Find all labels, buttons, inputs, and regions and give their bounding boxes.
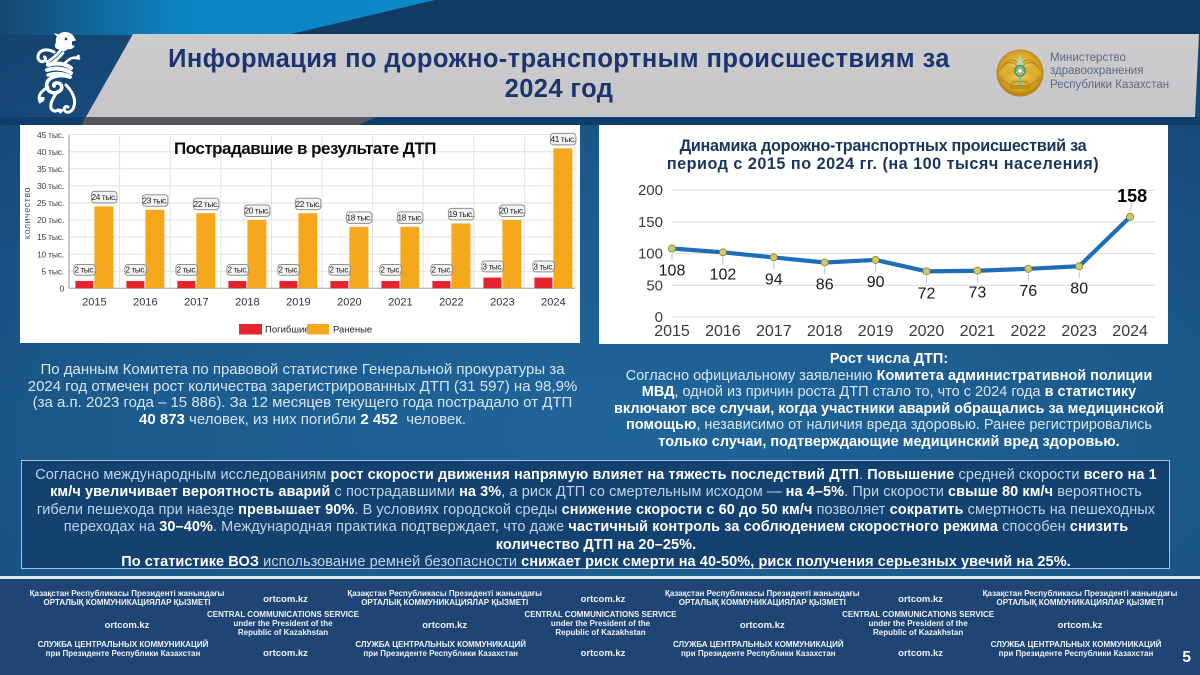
svg-text:0: 0 bbox=[59, 283, 64, 293]
svg-text:2 тыс.: 2 тыс. bbox=[227, 266, 248, 275]
svg-text:10 тыс.: 10 тыс. bbox=[37, 249, 64, 259]
svg-text:2015: 2015 bbox=[82, 297, 106, 309]
svg-text:41 тыс.: 41 тыс. bbox=[550, 134, 575, 144]
svg-text:30 тыс.: 30 тыс. bbox=[37, 181, 64, 191]
svg-text:73: 73 bbox=[969, 285, 987, 302]
svg-text:45 тыс.: 45 тыс. bbox=[37, 130, 64, 140]
svg-text:2021: 2021 bbox=[388, 297, 412, 309]
svg-text:2018: 2018 bbox=[235, 297, 259, 309]
svg-text:5 тыс.: 5 тыс. bbox=[41, 266, 64, 276]
svg-text:2 тыс.: 2 тыс. bbox=[431, 266, 452, 275]
svg-text:150: 150 bbox=[638, 214, 663, 231]
svg-text:2 тыс.: 2 тыс. bbox=[380, 266, 401, 275]
svg-text:2021: 2021 bbox=[960, 323, 996, 340]
svg-text:2016: 2016 bbox=[705, 323, 741, 340]
svg-text:2023: 2023 bbox=[490, 297, 514, 309]
svg-text:76: 76 bbox=[1019, 283, 1037, 300]
svg-text:2022: 2022 bbox=[1011, 323, 1047, 340]
svg-text:72: 72 bbox=[918, 285, 936, 302]
svg-text:0: 0 bbox=[655, 309, 663, 326]
svg-text:2017: 2017 bbox=[756, 323, 792, 340]
svg-text:80: 80 bbox=[1070, 280, 1088, 297]
svg-text:35 тыс.: 35 тыс. bbox=[37, 164, 64, 174]
svg-text:2018: 2018 bbox=[807, 323, 843, 340]
svg-text:Погибшие: Погибшие bbox=[265, 325, 310, 336]
svg-text:3 тыс.: 3 тыс. bbox=[482, 262, 503, 271]
svg-text:22 тыс.: 22 тыс. bbox=[295, 199, 320, 209]
svg-text:2019: 2019 bbox=[286, 297, 310, 309]
svg-text:Динамика дорожно-транспортных: Динамика дорожно-транспортных происшеств… bbox=[680, 137, 1088, 155]
svg-text:2 тыс.: 2 тыс. bbox=[329, 266, 350, 275]
svg-text:23 тыс.: 23 тыс. bbox=[142, 195, 167, 205]
svg-text:90: 90 bbox=[867, 274, 885, 291]
svg-text:15 тыс.: 15 тыс. bbox=[37, 232, 64, 242]
svg-text:20 тыс.: 20 тыс. bbox=[37, 215, 64, 225]
svg-text:2024: 2024 bbox=[541, 297, 565, 309]
svg-text:2019: 2019 bbox=[858, 323, 894, 340]
svg-text:2023: 2023 bbox=[1061, 323, 1097, 340]
svg-text:20 тыс.: 20 тыс. bbox=[244, 206, 269, 216]
svg-text:2022: 2022 bbox=[439, 297, 463, 309]
svg-text:94: 94 bbox=[765, 271, 783, 288]
svg-text:2 тыс.: 2 тыс. bbox=[125, 266, 146, 275]
svg-text:158: 158 bbox=[1117, 186, 1147, 206]
svg-text:2016: 2016 bbox=[133, 297, 157, 309]
svg-text:2017: 2017 bbox=[184, 297, 208, 309]
svg-text:2020: 2020 bbox=[909, 323, 945, 340]
svg-text:количество: количество bbox=[22, 187, 32, 239]
svg-text:200: 200 bbox=[638, 182, 663, 199]
svg-text:22 тыс.: 22 тыс. bbox=[193, 199, 218, 209]
svg-text:40 тыс.: 40 тыс. bbox=[37, 147, 64, 157]
svg-text:период с 2015 по 2024 гг. (на: период с 2015 по 2024 гг. (на 100 тысяч … bbox=[667, 155, 1099, 173]
svg-text:3 тыс.: 3 тыс. bbox=[533, 262, 554, 271]
svg-text:19 тыс.: 19 тыс. bbox=[448, 209, 473, 219]
svg-text:18 тыс.: 18 тыс. bbox=[397, 212, 422, 222]
svg-text:50: 50 bbox=[646, 277, 663, 294]
svg-text:2015: 2015 bbox=[654, 323, 690, 340]
svg-text:25 тыс.: 25 тыс. bbox=[37, 198, 64, 208]
svg-text:86: 86 bbox=[816, 276, 834, 293]
svg-text:2 тыс.: 2 тыс. bbox=[176, 266, 197, 275]
svg-text:2024: 2024 bbox=[1112, 323, 1148, 340]
svg-text:Пострадавшие в результате ДТП: Пострадавшие в результате ДТП bbox=[174, 139, 436, 158]
svg-text:24 тыс.: 24 тыс. bbox=[91, 192, 116, 202]
svg-text:2 тыс.: 2 тыс. bbox=[74, 266, 95, 275]
svg-text:20 тыс.: 20 тыс. bbox=[499, 206, 524, 216]
svg-text:2020: 2020 bbox=[337, 297, 361, 309]
svg-text:2 тыс.: 2 тыс. bbox=[278, 266, 299, 275]
svg-text:102: 102 bbox=[710, 266, 737, 283]
svg-text:18 тыс.: 18 тыс. bbox=[346, 212, 371, 222]
svg-text:100: 100 bbox=[638, 246, 663, 263]
svg-text:Раненые: Раненые bbox=[333, 325, 372, 336]
svg-text:108: 108 bbox=[659, 263, 686, 280]
